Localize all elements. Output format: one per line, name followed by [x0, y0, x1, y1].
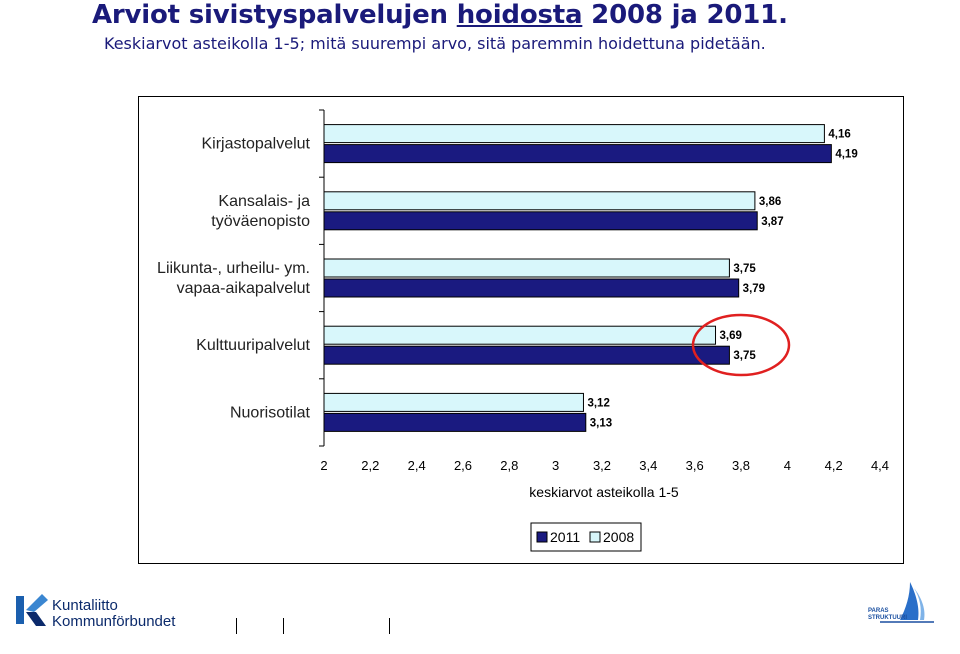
category-label: Kansalais- ja: [218, 193, 310, 210]
x-tick-label: 2,6: [454, 458, 472, 473]
bar-2008: [323, 325, 717, 345]
legend-box: [530, 522, 642, 552]
x-tick-label: 3,8: [732, 458, 750, 473]
x-tick-label: 4,4: [871, 458, 889, 473]
sail-logo-icon: [880, 582, 934, 623]
category-label: työväenopisto: [211, 213, 310, 230]
x-axis-label: keskiarvot asteikolla 1-5: [529, 484, 679, 500]
data-label-2011: 3,75: [733, 350, 756, 362]
kuntaliitto-logo-text: Kuntaliitto Kommunförbundet: [52, 598, 175, 630]
x-tick-label: 3,6: [686, 458, 704, 473]
bar-2011: [323, 345, 730, 365]
footer-divider: [236, 618, 237, 634]
x-tick-label: 3,2: [593, 458, 611, 473]
bar-2011: [323, 144, 832, 164]
page-title: Arviot sivistyspalvelujen hoidosta 2008 …: [92, 0, 788, 30]
bar-2011: [323, 412, 587, 432]
footer-divider: [283, 618, 284, 634]
legend-label-2008: 2008: [603, 529, 634, 545]
title-underlined: hoidosta: [456, 0, 583, 30]
x-tick-label: 2,4: [408, 458, 426, 473]
bar-2008: [323, 258, 730, 278]
right-logo-line1: PARAS: [868, 608, 889, 614]
data-label-2008: 3,12: [587, 397, 609, 409]
x-tick-label: 3: [552, 458, 559, 473]
bar-2008: [323, 191, 756, 211]
legend-label-2011: 2011: [550, 529, 580, 545]
bar-2008: [323, 392, 584, 412]
bar-2011: [323, 278, 740, 298]
x-tick-label: 4: [784, 458, 791, 473]
bar-2011: [323, 211, 758, 231]
category-label: vapaa-aikapalvelut: [177, 280, 311, 297]
data-label-2008: 4,16: [828, 129, 850, 141]
data-label-2011: 4,19: [835, 149, 857, 161]
data-label-2008: 3,86: [759, 196, 781, 208]
x-tick-label: 2: [320, 458, 327, 473]
x-tick-label: 2,8: [500, 458, 518, 473]
x-tick-label: 4,2: [825, 458, 843, 473]
title-part1: Arviot sivistyspalvelujen: [92, 0, 457, 30]
category-label: Kirjastopalvelut: [202, 136, 311, 153]
category-label: Nuorisotilat: [230, 404, 311, 421]
right-logo-line2: STRUKTUURI: [868, 615, 907, 621]
highlight-ellipse: [691, 313, 791, 377]
x-tick-label: 3,4: [639, 458, 657, 473]
data-label-2011: 3,87: [761, 216, 783, 228]
paras-logo-text: PARAS STRUKTUURI: [868, 608, 907, 622]
logo-line1: Kuntaliitto: [52, 597, 118, 614]
category-label: Kulttuuripalvelut: [196, 337, 310, 354]
legend-swatch-2011: [536, 531, 548, 543]
data-label-2008: 3,75: [733, 263, 756, 275]
logo-line2: Kommunförbundet: [52, 613, 176, 630]
data-label-2011: 3,13: [590, 417, 612, 429]
page-subtitle: Keskiarvot asteikolla 1-5; mitä suurempi…: [104, 34, 766, 53]
bar-2008: [323, 124, 825, 144]
legend-swatch-2008: [589, 531, 601, 543]
data-label-2011: 3,79: [743, 283, 765, 295]
data-label-2008: 3,69: [720, 330, 742, 342]
title-part2: 2008 ja 2011.: [582, 0, 788, 30]
category-label: Liikunta-, urheilu- ym.: [157, 260, 310, 277]
x-tick-label: 2,2: [361, 458, 379, 473]
kuntaliitto-logo-icon: [16, 594, 48, 626]
footer-divider: [389, 618, 390, 634]
